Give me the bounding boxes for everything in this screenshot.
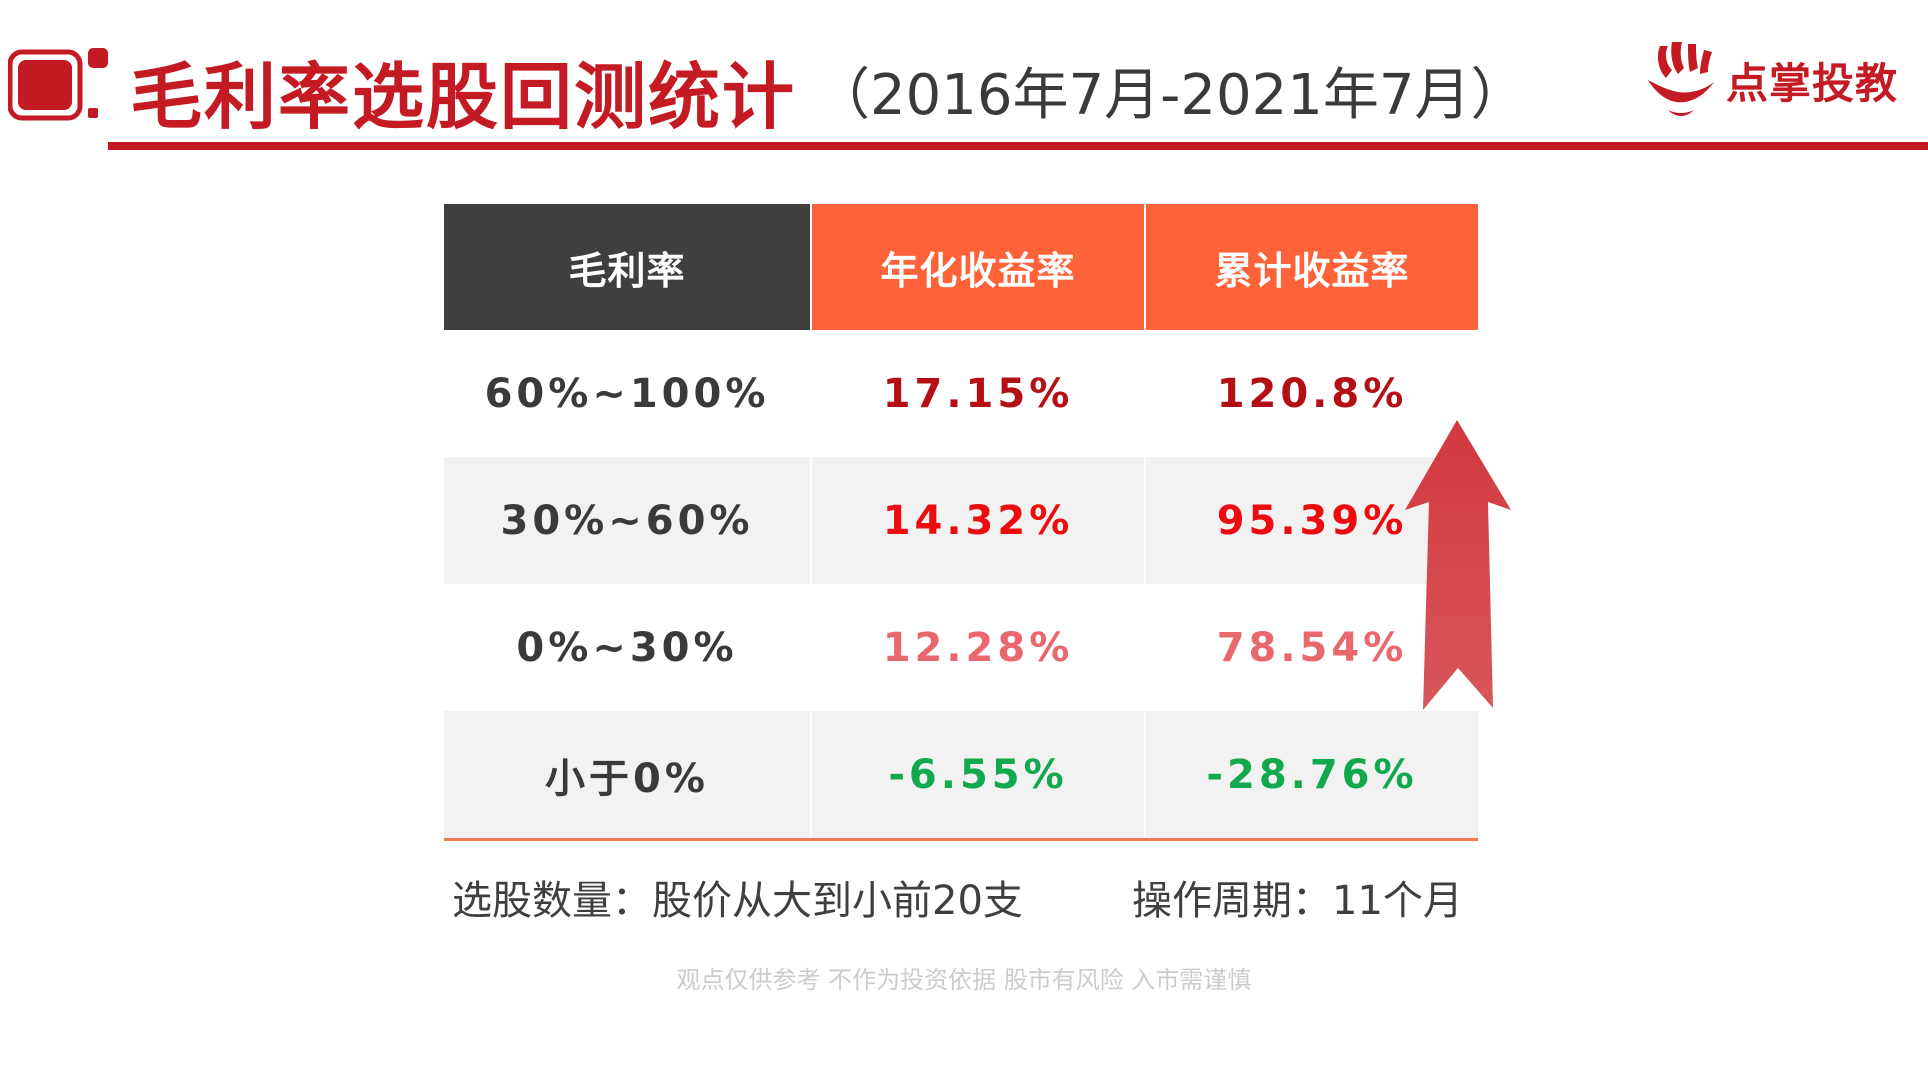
header-gross-margin: 毛利率 <box>444 204 810 330</box>
table-row: 60%~100% 17.15% 120.8% <box>444 330 1478 457</box>
brand-logo: 点掌投教 <box>1642 40 1898 120</box>
page-title: 毛利率选股回测统计 （2016年7月-2021年7月） <box>130 40 1527 140</box>
table-row: 小于0% -6.55% -28.76% <box>444 711 1478 838</box>
annual-return-cell: 12.28% <box>882 624 1074 671</box>
header-divider <box>108 142 1928 150</box>
risk-disclaimer: 观点仅供参考 不作为投资依据 股市有风险 入市需谨慎 <box>676 966 1252 994</box>
cumulative-return-cell: 95.39% <box>1146 457 1478 584</box>
logo-text: 点掌投教 <box>1725 58 1898 108</box>
cumulative-return-cell: 78.54% <box>1216 624 1408 671</box>
title-main: 毛利率选股回测统计 <box>130 54 797 139</box>
backtest-table: 毛利率 年化收益率 累计收益率 60%~100% 17.15% 120.8% 3… <box>444 204 1478 838</box>
annual-return-cell: 14.32% <box>812 457 1144 584</box>
table-row: 0%~30% 12.28% 78.54% <box>444 584 1478 711</box>
holding-period-note: 操作周期：11个月 <box>1132 878 1463 924</box>
hand-logo-icon <box>1647 42 1714 116</box>
header-annual-return: 年化收益率 <box>812 204 1144 330</box>
title-date-range: （2016年7月-2021年7月） <box>814 62 1527 128</box>
table-bottom-rule <box>444 838 1478 841</box>
header-cumulative-return: 累计收益率 <box>1146 204 1478 330</box>
margin-range-cell: 30%~60% <box>444 457 810 584</box>
table-row: 30%~60% 14.32% 95.39% <box>444 457 1478 584</box>
cumulative-return-cell: -28.76% <box>1146 711 1478 838</box>
up-arrow-icon <box>1405 420 1511 710</box>
margin-range-cell: 0%~30% <box>516 624 738 671</box>
stock-selection-note: 选股数量：股价从大到小前20支 <box>452 878 1023 924</box>
margin-range-cell: 小于0% <box>444 711 810 838</box>
annual-return-cell: 17.15% <box>882 370 1074 417</box>
annual-return-cell: -6.55% <box>812 711 1144 838</box>
corner-logo-mark <box>8 48 108 121</box>
cumulative-return-cell: 120.8% <box>1216 370 1408 417</box>
table-header-row: 毛利率 年化收益率 累计收益率 <box>444 204 1478 330</box>
margin-range-cell: 60%~100% <box>484 370 770 417</box>
